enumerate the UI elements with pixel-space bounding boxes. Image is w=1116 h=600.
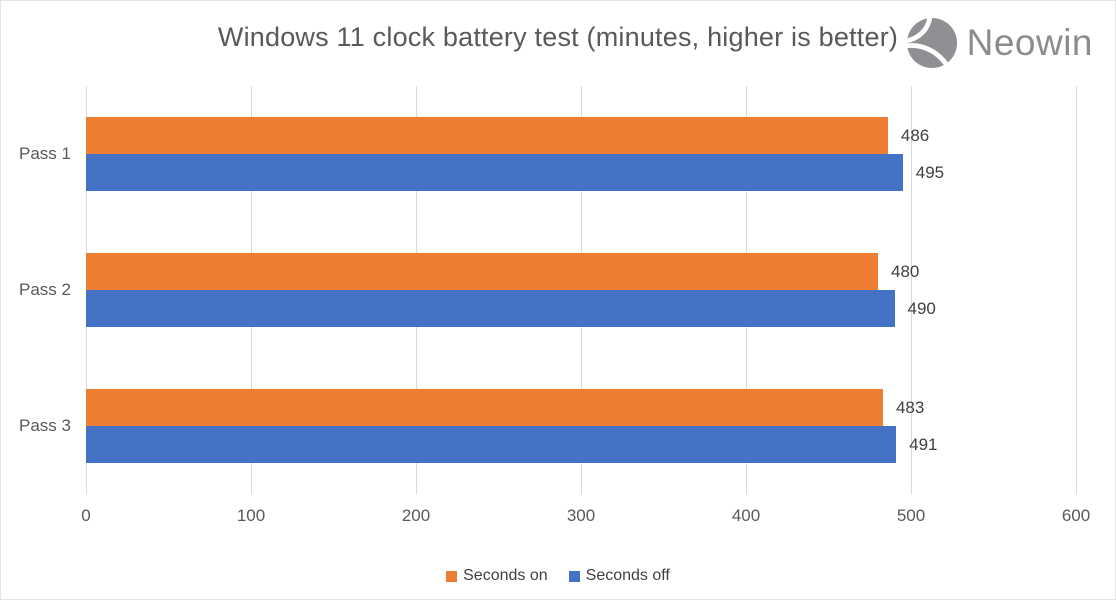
bar-seconds-off [86,154,903,191]
legend-label: Seconds on [463,567,548,584]
x-tick-label: 500 [896,506,926,525]
plot-area: 486 495 480 490 483 491 [86,86,1077,494]
bar-value-label: 480 [891,262,920,281]
brand-name: Neowin [966,22,1093,63]
x-tick-label: 600 [1061,506,1091,525]
gridline [1076,86,1077,494]
legend-item: Seconds off [568,567,670,585]
category-label: Pass 1 [19,144,71,163]
bar-value-label: 495 [915,163,945,182]
legend-swatch [446,570,458,582]
bar-seconds-on [86,253,878,290]
legend-label: Seconds off [585,567,670,584]
bar-seconds-off [86,426,897,463]
x-tick-label: 200 [401,506,431,525]
bar-value-label: 491 [909,435,938,454]
bar-seconds-off [86,290,895,327]
neowin-sphere-icon [905,17,958,69]
brand-logo: Neowin [901,17,1093,69]
category-label: Pass 2 [19,280,71,299]
chart-title: Windows 11 clock battery test (minutes, … [217,22,899,52]
x-tick-label: 400 [731,506,761,525]
gridline [911,86,912,494]
bar-value-label: 486 [900,126,930,145]
bar-value-label: 483 [895,398,925,417]
bar-value-label: 490 [907,299,936,318]
bar-seconds-on [86,117,888,154]
x-tick-label: 0 [81,506,91,525]
legend-swatch [568,570,580,582]
legend: Seconds on Seconds off [1,567,1115,585]
bar-seconds-on [86,389,883,426]
category-label: Pass 3 [19,416,71,435]
legend-item: Seconds on [446,567,548,585]
x-tick-label: 300 [566,506,596,525]
x-tick-label: 100 [236,506,266,525]
